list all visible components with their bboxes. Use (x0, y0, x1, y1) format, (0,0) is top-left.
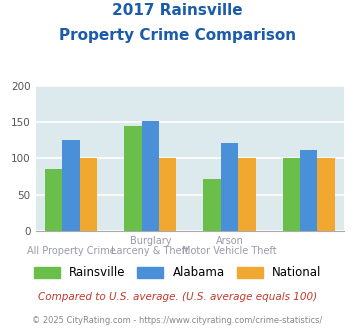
Text: Property Crime Comparison: Property Crime Comparison (59, 28, 296, 43)
Bar (142, 121, 159, 231)
Text: Burglary: Burglary (130, 236, 171, 246)
Bar (221, 143, 238, 231)
Legend: Rainsville, Alabama, National: Rainsville, Alabama, National (29, 262, 326, 284)
Bar (238, 158, 256, 231)
Bar (80, 158, 97, 231)
Bar (317, 158, 335, 231)
Text: 2017 Rainsville: 2017 Rainsville (112, 3, 243, 18)
Text: © 2025 CityRating.com - https://www.cityrating.com/crime-statistics/: © 2025 CityRating.com - https://www.city… (32, 316, 323, 325)
Bar (203, 180, 221, 231)
Text: Larceny & Theft: Larceny & Theft (111, 246, 189, 256)
Bar (300, 150, 317, 231)
Bar (283, 158, 300, 231)
Text: Compared to U.S. average. (U.S. average equals 100): Compared to U.S. average. (U.S. average … (38, 292, 317, 302)
Text: Motor Vehicle Theft: Motor Vehicle Theft (182, 246, 277, 256)
Bar (159, 158, 176, 231)
Bar (124, 126, 142, 231)
Bar (45, 169, 62, 231)
Text: All Property Crime: All Property Crime (27, 246, 115, 256)
Bar (62, 140, 80, 231)
Text: Arson: Arson (215, 236, 244, 246)
